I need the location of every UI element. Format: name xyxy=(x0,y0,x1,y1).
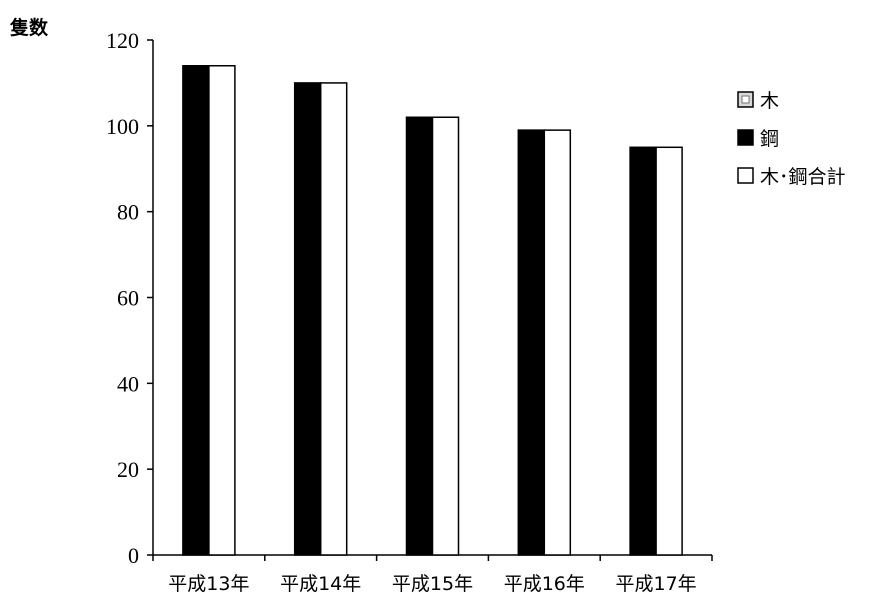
bar-total xyxy=(208,65,236,556)
legend-swatch xyxy=(737,129,754,146)
legend: 木鋼木･鋼合計 xyxy=(737,90,846,188)
y-tick-label: 80 xyxy=(117,200,139,225)
legend-label: 鋼 xyxy=(760,128,779,150)
bar-total xyxy=(319,82,348,556)
bar-steel xyxy=(517,129,546,556)
x-category-label: 平成15年 xyxy=(392,573,473,595)
x-category-label: 平成17年 xyxy=(616,573,697,595)
y-tick-label: 20 xyxy=(117,457,139,482)
legend-label: 木･鋼合計 xyxy=(760,166,846,188)
legend-label: 木 xyxy=(760,90,779,112)
plot-area: 0 20 40 60 80 100 120 平成13年 平成14年 平成15年 平成16年 平成17年 xyxy=(106,28,713,595)
bar-steel xyxy=(182,65,210,556)
y-tick-label: 60 xyxy=(117,286,139,311)
x-category-label: 平成16年 xyxy=(504,573,585,595)
bar-total xyxy=(655,146,683,556)
bar-steel xyxy=(629,146,657,556)
bar-total xyxy=(543,129,572,556)
bar-total xyxy=(431,116,460,556)
bar-steel xyxy=(293,82,322,556)
legend-swatch-pattern xyxy=(741,95,750,104)
y-axis-label: 隻数 xyxy=(10,16,49,39)
y-tick-label: 100 xyxy=(106,114,139,139)
x-category-label: 平成14年 xyxy=(280,573,361,595)
y-tick-label: 40 xyxy=(117,371,139,396)
y-tick-label: 0 xyxy=(128,543,139,568)
y-tick-label: 120 xyxy=(106,28,139,53)
bar-steel xyxy=(405,116,434,556)
x-category-label: 平成13年 xyxy=(168,573,249,595)
legend-swatch xyxy=(737,167,754,184)
